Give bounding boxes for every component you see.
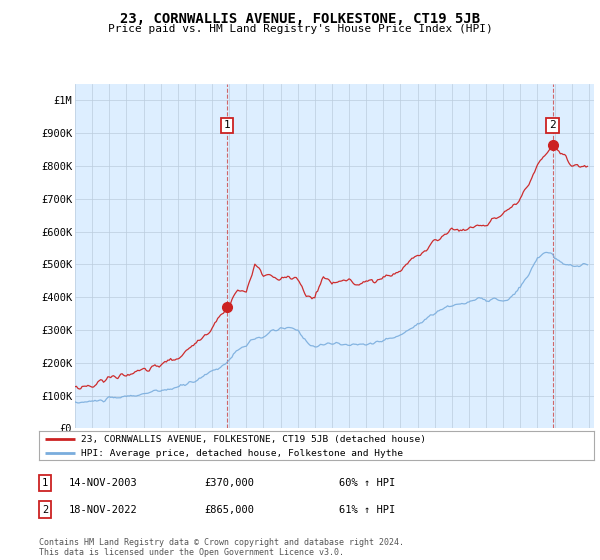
Text: 23, CORNWALLIS AVENUE, FOLKESTONE, CT19 5JB (detached house): 23, CORNWALLIS AVENUE, FOLKESTONE, CT19 … [80, 435, 425, 444]
Text: 2: 2 [42, 505, 48, 515]
Text: £865,000: £865,000 [204, 505, 254, 515]
Text: 61% ↑ HPI: 61% ↑ HPI [339, 505, 395, 515]
Text: Contains HM Land Registry data © Crown copyright and database right 2024.
This d: Contains HM Land Registry data © Crown c… [39, 538, 404, 557]
Text: Price paid vs. HM Land Registry's House Price Index (HPI): Price paid vs. HM Land Registry's House … [107, 24, 493, 34]
Text: 1: 1 [224, 120, 230, 130]
Text: 14-NOV-2003: 14-NOV-2003 [69, 478, 138, 488]
Text: 1: 1 [42, 478, 48, 488]
Text: £370,000: £370,000 [204, 478, 254, 488]
Text: 2: 2 [549, 120, 556, 130]
Text: 60% ↑ HPI: 60% ↑ HPI [339, 478, 395, 488]
Text: 18-NOV-2022: 18-NOV-2022 [69, 505, 138, 515]
Text: HPI: Average price, detached house, Folkestone and Hythe: HPI: Average price, detached house, Folk… [80, 449, 403, 458]
Text: 23, CORNWALLIS AVENUE, FOLKESTONE, CT19 5JB: 23, CORNWALLIS AVENUE, FOLKESTONE, CT19 … [120, 12, 480, 26]
